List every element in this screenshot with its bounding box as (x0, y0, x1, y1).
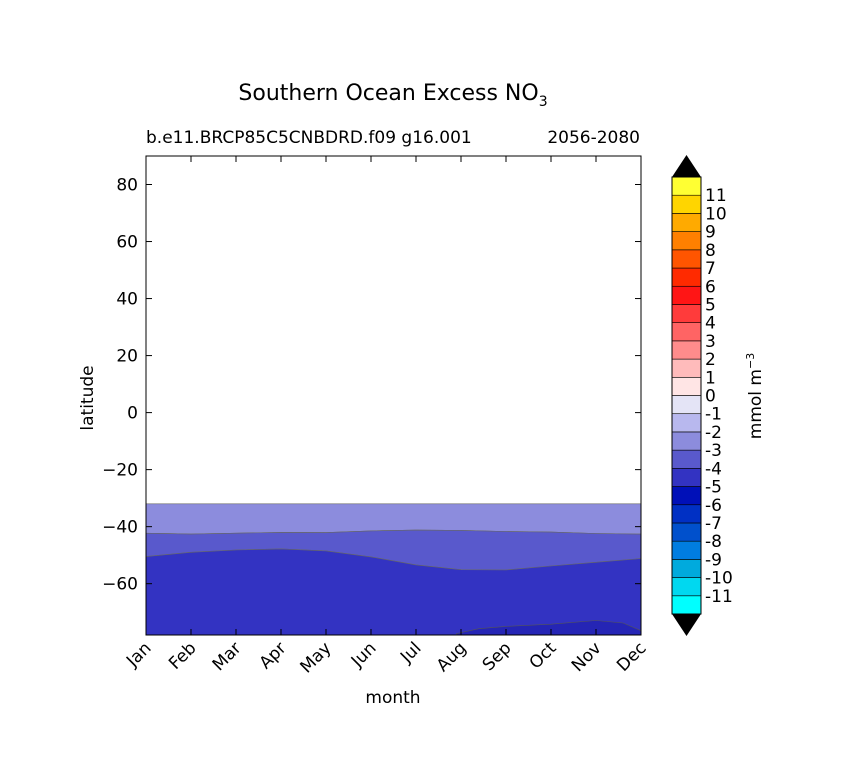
colorbar-label-superscript: −3 (744, 353, 757, 369)
y-tick-label: 40 (116, 290, 138, 310)
colorbar-extend-top (672, 155, 701, 177)
x-tick-label: Dec (613, 638, 650, 675)
colorbar-tick-label: 11 (705, 186, 727, 206)
colorbar-swatch (671, 595, 702, 615)
colorbar-tick-label: -1 (705, 405, 722, 425)
x-tick-label: May (297, 638, 336, 677)
colorbar-tick-label: -10 (705, 569, 733, 589)
plot-fills (145, 503, 642, 636)
x-axis-label: month (365, 688, 420, 708)
colorbar-tick-label: 0 (705, 387, 716, 407)
colorbar-swatch (671, 322, 702, 342)
colorbar-swatch (671, 577, 702, 597)
y-tick-label: −20 (102, 461, 138, 481)
colorbar-frame (671, 176, 702, 615)
y-axis: 80 60 40 20 0 −20 −40 −60 (102, 176, 641, 595)
colorbar-swatch (671, 504, 702, 524)
colorbar-tick-label: 5 (705, 295, 716, 315)
colorbar-extend-bottom (672, 614, 701, 636)
colorbar-label: mmol m−3 (744, 353, 766, 439)
x-tick-label: Apr (256, 638, 291, 673)
colorbar-swatch (671, 340, 702, 360)
y-tick-label: 0 (127, 404, 138, 424)
colorbar-tick-label: -2 (705, 423, 722, 443)
x-tick-label: Nov (568, 638, 606, 676)
colorbar-tick-label: 7 (705, 259, 716, 279)
x-tick-label: Aug (433, 638, 471, 676)
y-tick-label: 80 (116, 176, 138, 196)
colorbar-tick-label: 2 (705, 350, 716, 370)
y-tick-label: 60 (116, 233, 138, 253)
colorbar-swatch (671, 522, 702, 542)
chart-title-text: Southern Ocean Excess NO (238, 81, 538, 106)
colorbar-swatch (671, 376, 702, 396)
colorbar-swatch (671, 468, 702, 487)
colorbar-swatch (671, 176, 702, 196)
x-tick-label: Jun (347, 638, 381, 672)
colorbar-swatch (671, 249, 702, 269)
colorbar-tick-label: -9 (705, 550, 722, 570)
chart-subtitle-right: 2056-2080 (547, 128, 640, 148)
colorbar-tick-label: 10 (705, 204, 727, 224)
colorbar-swatch (671, 304, 702, 323)
colorbar-swatch (671, 559, 702, 578)
colorbar-swatch (671, 194, 702, 214)
x-tick-label: Oct (526, 638, 561, 673)
colorbar-swatch (671, 231, 702, 251)
x-tick-label: Sep (479, 638, 516, 675)
colorbar-label-text: mmol m (746, 369, 766, 439)
colorbar-swatch (671, 486, 702, 506)
colorbar-tick-label: -6 (705, 496, 722, 516)
colorbar-tick-label: 8 (705, 241, 716, 261)
colorbar-swatch (671, 213, 702, 232)
colorbar-swatch (671, 449, 702, 469)
colorbar-tick-label: 1 (705, 368, 716, 388)
colorbar-tick-label: -11 (705, 587, 733, 607)
x-tick-label: Jan (122, 638, 155, 671)
x-tick-label: Jul (396, 638, 425, 667)
x-tick-label: Mar (209, 638, 246, 675)
y-tick-label: −60 (102, 575, 138, 595)
colorbar-tick-label: -7 (705, 514, 722, 534)
y-tick-label: 20 (116, 347, 138, 367)
colorbar-tick-label: 4 (705, 314, 716, 334)
chart-title: Southern Ocean Excess NO3 (238, 81, 547, 110)
colorbar-tick-label: -3 (705, 441, 722, 461)
colorbar-swatch (671, 413, 702, 433)
colorbar-swatch (671, 267, 702, 287)
y-tick-label: −40 (102, 518, 138, 538)
colorbar-swatch (671, 358, 702, 378)
colorbar-tick-label: -4 (705, 459, 722, 479)
colorbar-swatch (671, 395, 702, 415)
colorbar-tick-label: -8 (705, 532, 722, 552)
chart-subtitle-left: b.e11.BRCP85C5CNBDRD.f09 g16.001 (146, 128, 472, 148)
colorbar-tick-label: 9 (705, 223, 716, 243)
contour-band-2 (145, 503, 642, 535)
x-tick-label: Feb (165, 638, 200, 673)
colorbar-swatch (671, 431, 702, 451)
colorbar-swatch (671, 285, 702, 305)
y-axis-label: latitude (78, 365, 98, 430)
colorbar-tick-label: 3 (705, 332, 716, 352)
colorbar-swatch (671, 540, 702, 560)
chart-title-subscript: 3 (539, 94, 548, 110)
colorbar-tick-label: 6 (705, 277, 716, 297)
plot-frame (145, 155, 642, 636)
colorbar-tick-label: -5 (705, 478, 722, 498)
